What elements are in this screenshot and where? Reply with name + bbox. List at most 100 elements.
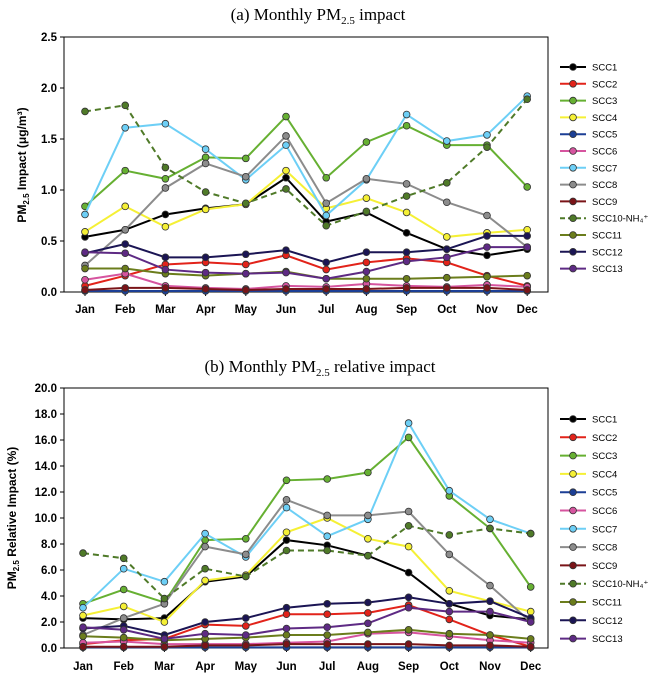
panel-b-legend-label: SCC11	[592, 598, 622, 609]
panel-a-point-scc10-nh-oct	[442, 179, 451, 187]
panel-a-point-scc4-feb	[121, 202, 129, 211]
panel-b-point-scc9-jan	[79, 642, 87, 651]
panel-b-point-scc4-dec	[526, 607, 535, 616]
panel-b-point-scc8-sep	[404, 507, 413, 516]
panel-b: (b) Monthly PM2.5 relative impact PM2.5 …	[5, 357, 648, 673]
panel-a-legend-label: SCC5	[592, 130, 617, 141]
panel-b-legend: SCC1 SCC2 SCC3 SCC4 SCC5 SCC6 SCC7 SCC8 SCC9 SCC1…	[560, 415, 648, 645]
panel-b-point-scc10-nh-jun	[282, 546, 291, 555]
panel-a-point-scc13-sep	[402, 257, 411, 266]
panel-a-legend-label: SCC7	[592, 163, 617, 174]
panel-a-legend-label: SCC10-NH₄⁺	[592, 214, 648, 225]
panel-b-point-scc3-may	[242, 534, 250, 543]
panel-b-point-scc9-jun	[282, 640, 291, 648]
panel-a-point-scc4-oct	[442, 233, 451, 241]
panel-a-point-scc4-aug	[362, 194, 371, 202]
panel-a-legend-label: SCC2	[592, 79, 617, 90]
panel-a-series-line-scc6	[84, 272, 528, 290]
panel-a-legend-swatch-marker	[569, 96, 577, 105]
panel-a-legend: SCC1 SCC2 SCC3 SCC4 SCC5 SCC6 SCC7 SCC8 SCC9 SCC1…	[560, 63, 648, 275]
panel-b-legend-swatch-marker	[569, 543, 577, 551]
panel-a-point-scc10-nh-jul	[322, 221, 331, 230]
panel-b-point-scc11-sep	[404, 625, 413, 634]
panel-a-point-scc2-aug	[362, 258, 371, 267]
panel-a-legend-swatch-marker	[569, 164, 577, 172]
panel-b-point-scc7-oct	[445, 486, 454, 495]
panel-b-point-scc3-feb	[119, 585, 128, 594]
panel-b-legend-label: SCC9	[592, 561, 617, 572]
panel-b-point-scc4-jun	[282, 528, 291, 537]
panel-a-point-scc1-jun	[282, 173, 290, 182]
panel-b-point-scc12-may	[242, 614, 250, 622]
panel-a-y-tick-label: 0.0	[41, 287, 57, 299]
panel-b-point-scc2-may	[242, 622, 250, 630]
panel-a-point-scc4-apr	[201, 205, 210, 214]
panel-a-legend-item-scc7: SCC7	[560, 163, 617, 174]
panel-b-point-scc11-jan	[79, 632, 87, 641]
panel-b-x-tick-label-oct: Oct	[440, 661, 459, 673]
panel-a-point-scc3-sep	[402, 121, 411, 130]
panel-a-point-scc7-sep	[402, 110, 411, 119]
panel-b-point-scc11-oct	[445, 629, 454, 638]
panel-a-legend-item-scc8: SCC8	[560, 180, 617, 191]
panel-a-y-axis-label: PM2.5 Impact (μg/m³)	[15, 107, 31, 222]
panel-b-legend-item-scc5: SCC5	[560, 488, 617, 499]
panel-a: (a) Monthly PM2.5 impact PM2.5 Impact (μ…	[15, 5, 648, 316]
panel-b-point-scc13-feb	[119, 625, 128, 634]
panel-a-point-scc3-aug	[362, 138, 371, 146]
panel-b-point-scc13-jun	[282, 624, 291, 633]
panel-b-point-scc12-jun	[282, 603, 291, 612]
panel-a-point-scc8-sep	[402, 180, 411, 188]
panel-b-point-scc9-mar	[160, 642, 169, 651]
panel-a-point-scc10-nh-feb	[121, 101, 129, 110]
panel-b-point-scc13-jul	[323, 623, 332, 631]
panel-a-point-scc6-jan	[81, 275, 89, 284]
panel-a-point-scc4-mar	[161, 222, 170, 231]
panel-a-legend-label: SCC1	[592, 63, 617, 74]
panel-a-legend-label: SCC8	[592, 180, 617, 191]
panel-a-x-tick-label-may: May	[235, 304, 258, 316]
panel-b-legend-label: SCC12	[592, 616, 623, 627]
panel-a-series-scc4	[81, 166, 531, 241]
panel-b-y-tick-label: 0.0	[41, 643, 57, 655]
panel-b-x-tick-label-sep: Sep	[398, 661, 419, 673]
panel-a-point-scc13-apr	[201, 268, 210, 277]
panel-b-point-scc11-jul	[323, 631, 332, 639]
panel-b-y-axis-label: PM2.5 Relative Impact (%)	[5, 447, 21, 590]
panel-a-point-scc7-apr	[201, 145, 210, 154]
panel-b-point-scc13-sep	[404, 603, 413, 612]
panel-a-point-scc10-nh-jun	[282, 185, 290, 193]
panel-a-point-scc7-feb	[121, 123, 129, 132]
panel-a-point-scc12-aug	[362, 248, 371, 257]
panel-a-point-scc9-nov	[483, 284, 491, 292]
panel-b-point-scc10-nh-may	[242, 572, 250, 581]
panel-b-legend-swatch-marker	[569, 579, 577, 588]
panel-b-point-scc10-nh-jul	[323, 546, 332, 555]
panel-a-point-scc13-jun	[282, 268, 290, 277]
panel-b-legend-item-scc4: SCC4	[560, 469, 617, 480]
panel-b-series-line-scc10-nh	[82, 524, 531, 600]
panel-b-series-line-scc11	[82, 628, 531, 642]
panel-b-series-scc3	[79, 433, 535, 608]
panel-a-legend-item-scc12: SCC12	[560, 247, 623, 258]
panel-a-x-tick-label-jul: Jul	[318, 304, 335, 316]
panel-a-point-scc9-sep	[402, 284, 411, 292]
panel-a-point-scc13-jan	[81, 248, 89, 257]
panel-b-point-scc3-dec	[526, 583, 535, 591]
panel-a-point-scc10-nh-jan	[81, 107, 89, 116]
panel-b-point-scc9-aug	[364, 640, 372, 648]
panel-b-point-scc4-sep	[404, 542, 413, 551]
panel-b-legend-item-scc3: SCC3	[560, 451, 617, 462]
panel-a-point-scc13-may	[242, 269, 250, 278]
panel-a-point-scc12-apr	[201, 253, 210, 262]
panel-a-legend-swatch-marker	[569, 231, 577, 239]
panel-a-legend-swatch-marker	[569, 130, 577, 139]
panel-a-series-scc10-nh	[81, 95, 531, 230]
panel-b-point-scc7-sep	[404, 419, 413, 427]
panel-a-point-scc2-jul	[322, 265, 331, 274]
panel-b-point-scc7-jun	[282, 503, 291, 512]
panel-a-legend-item-scc10-nh: SCC10-NH₄⁺	[560, 214, 648, 225]
panel-b-title: (b) Monthly PM2.5 relative impact	[205, 357, 436, 379]
panel-b-series-scc13	[79, 603, 535, 643]
panel-b-point-scc13-oct	[445, 607, 454, 616]
